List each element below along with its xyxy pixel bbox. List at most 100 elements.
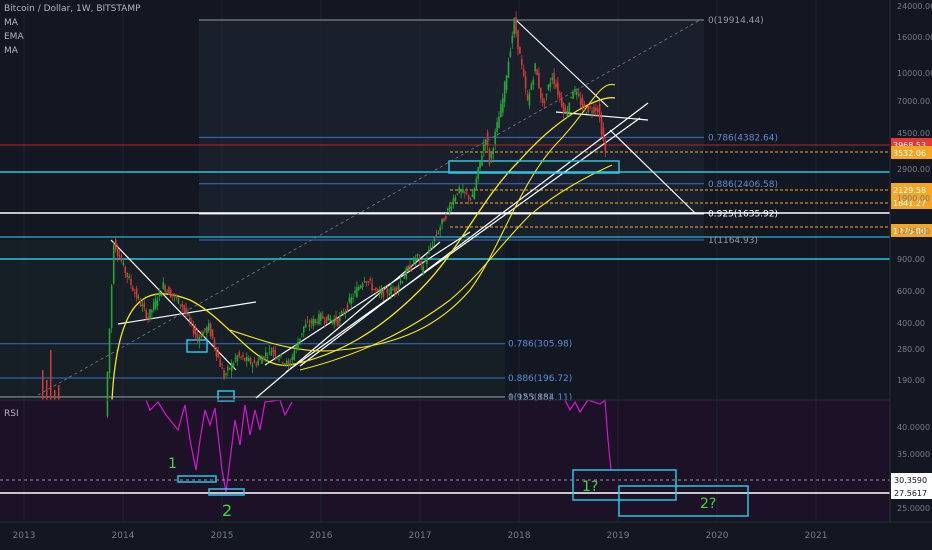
candle-body: [541, 97, 544, 103]
y-tick-label: 400.00: [897, 319, 925, 328]
candle-body: [337, 318, 339, 326]
candle-body: [291, 356, 294, 360]
candle-body: [443, 218, 445, 222]
candle-body: [350, 297, 353, 304]
candle-body: [207, 323, 210, 331]
candles: [42, 11, 607, 418]
candle-body: [339, 315, 341, 321]
candle-body: [276, 357, 278, 359]
candle-body: [217, 352, 220, 358]
candle-body: [382, 288, 385, 298]
candle-body: [424, 259, 426, 262]
candle-body: [378, 291, 381, 294]
candle-body: [238, 352, 241, 357]
rsi-annotation-label: 2: [222, 501, 232, 520]
rsi-annotation-box: [618, 485, 749, 517]
candle-body: [509, 51, 512, 57]
y-tick-label: 190.00: [897, 376, 925, 385]
candle-body: [149, 309, 151, 320]
candle-body: [320, 313, 322, 321]
candle-body: [283, 363, 286, 365]
candle-body: [369, 279, 371, 281]
candle-body: [215, 347, 218, 357]
fib-label-lower: 0.786(305.98): [508, 340, 572, 350]
candle-body: [413, 257, 415, 265]
trend-line: [117, 301, 257, 325]
candle-body: [596, 108, 599, 112]
candle-body: [498, 116, 500, 129]
indicator-ema[interactable]: EMA: [4, 32, 24, 42]
candle-body: [365, 281, 368, 283]
candle-body: [572, 91, 574, 99]
trend-line: [515, 19, 609, 108]
candle-body: [261, 357, 263, 364]
candle-body: [302, 326, 305, 333]
chart-legend: Bitcoin / Dollar, 1W, BITSTAMP MA EMA MA: [4, 2, 141, 58]
rsi-level-badge: [891, 473, 932, 486]
rsi-plot: [0, 398, 890, 517]
rsi-annotation-label: 1: [168, 456, 177, 472]
candle-body: [422, 266, 424, 274]
price-badge: [891, 146, 932, 159]
candle-body: [403, 277, 406, 279]
candle-body: [333, 319, 335, 325]
candle-body: [473, 188, 476, 199]
candle-body: [515, 17, 517, 34]
candle-body: [263, 356, 265, 360]
candle-body: [464, 191, 466, 193]
candle-body: [553, 72, 555, 85]
y-tick-label: 7000.00: [897, 97, 930, 106]
indicator-ma-2[interactable]: MA: [4, 46, 18, 56]
candle-body: [448, 205, 451, 213]
candle-body: [179, 304, 182, 306]
annotation-box: [217, 390, 235, 402]
candle-body: [249, 358, 252, 364]
fib-label-upper: 0.925(1635.92): [708, 210, 778, 220]
candle-body: [335, 316, 337, 323]
candle-body: [384, 287, 387, 289]
candle-body: [591, 111, 593, 113]
candle-body: [409, 265, 411, 271]
ma-line-1: [111, 97, 616, 401]
rsi-level-label: 30.3590: [894, 476, 927, 485]
candle-body: [467, 195, 470, 199]
candle-body: [118, 255, 121, 258]
candle-body: [517, 29, 519, 50]
candle-body: [301, 333, 303, 335]
y-tick-label: 16000.00: [897, 33, 932, 42]
candle-body: [287, 360, 290, 365]
candle-body: [266, 357, 269, 359]
candle-body: [545, 93, 548, 96]
candle-body: [574, 88, 576, 92]
candle-body: [593, 106, 595, 114]
x-tick-label: 2018: [508, 531, 531, 541]
indicator-ma-1[interactable]: MA: [4, 18, 18, 28]
candle-body: [354, 290, 356, 293]
candle-body: [183, 305, 185, 311]
candle-body: [236, 355, 239, 362]
candle-body: [555, 84, 557, 88]
candle-body: [560, 97, 563, 107]
rsi-annotation-label: 2?: [700, 496, 716, 512]
candle-body: [433, 238, 436, 242]
candle-body: [126, 272, 129, 278]
candle-body: [358, 287, 360, 291]
candle-body: [460, 190, 462, 192]
candle-body: [484, 139, 487, 145]
candle-body: [465, 192, 468, 194]
price-badge: [891, 224, 932, 237]
candle-body: [363, 281, 366, 283]
candle-body: [426, 258, 428, 264]
candle-body: [570, 97, 572, 99]
candle-body: [242, 355, 244, 357]
candle-body: [399, 280, 402, 283]
candle-body: [371, 283, 373, 291]
candle-body: [557, 82, 559, 95]
candle-body: [547, 84, 550, 90]
candle-body: [496, 122, 498, 132]
candle-body: [160, 293, 163, 297]
y-tick-label: 1275.00: [897, 227, 930, 236]
candle-body: [526, 94, 529, 100]
candle-body: [492, 148, 495, 155]
